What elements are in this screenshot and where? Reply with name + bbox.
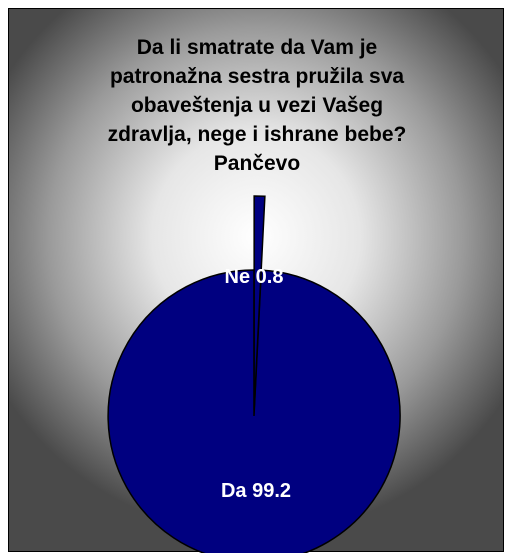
chart-title: Da li smatrate da Vam je patronažna sest… [39, 33, 475, 178]
chart-title-line: Pančevo [213, 152, 301, 175]
data-label-ne: Ne 0.8 [225, 266, 284, 288]
pie-slice-da [107, 269, 401, 553]
chart-title-line: zdravlja, nege i ishrane bebe? [107, 123, 407, 146]
chart-title-line: patronažna sestra pružila sva [109, 65, 405, 88]
data-label-da: Da 99.2 [221, 480, 291, 502]
pie-slice-ne [253, 195, 266, 411]
pie-chart: Ne 0.8 Da 99.2 [107, 195, 401, 553]
chart-title-line: Da li smatrate da Vam je [136, 36, 378, 59]
chart-area: Da li smatrate da Vam je patronažna sest… [8, 8, 504, 553]
chart-title-line: obaveštenja u vezi Vašeg [130, 94, 384, 117]
